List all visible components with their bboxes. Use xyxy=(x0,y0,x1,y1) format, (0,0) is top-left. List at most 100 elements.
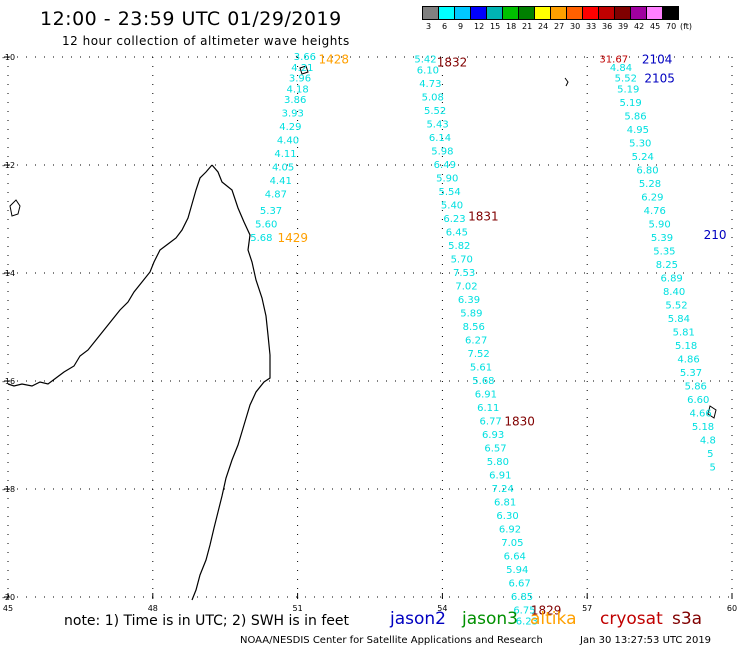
grid-dot xyxy=(441,390,443,391)
grid-dot xyxy=(586,489,588,490)
grid-dot xyxy=(441,489,443,490)
grid-dot xyxy=(297,516,299,517)
swh-label: 6.30 xyxy=(496,511,518,522)
grid-dot xyxy=(98,164,99,166)
grid-dot xyxy=(441,138,443,139)
grid-dot xyxy=(297,309,299,310)
grid-dot xyxy=(647,596,648,598)
grid-dot xyxy=(297,156,299,157)
grid-dot xyxy=(17,164,18,166)
swh-label: 5.19 xyxy=(617,84,639,95)
grid-dot xyxy=(586,579,588,580)
grid-dot xyxy=(377,380,378,382)
grid-dot xyxy=(134,380,135,382)
grid-dot xyxy=(665,272,666,274)
grid-dot xyxy=(584,164,585,166)
grid-dot xyxy=(287,488,288,490)
grid-dot xyxy=(188,272,189,274)
grid-dot xyxy=(242,272,243,274)
grid-dot xyxy=(731,192,733,193)
grid-dot xyxy=(647,380,648,382)
swh-label: 6.80 xyxy=(636,165,658,176)
grid-dot xyxy=(134,56,135,58)
grid-dot xyxy=(656,380,657,382)
grid-dot xyxy=(586,219,588,220)
grid-dot xyxy=(7,111,9,112)
grid-dot xyxy=(539,164,540,166)
swh-label: 5.90 xyxy=(436,174,458,185)
grid-dot xyxy=(297,381,299,382)
grid-dot xyxy=(620,488,621,490)
swh-label: 4.11 xyxy=(274,149,296,160)
swh-label: 5.43 xyxy=(426,120,448,131)
grid-dot xyxy=(125,56,126,58)
grid-dot xyxy=(441,246,443,247)
grid-dot xyxy=(152,561,154,562)
grid-dot xyxy=(413,272,414,274)
grid-dot xyxy=(7,570,9,571)
lon-tick-label: 60 xyxy=(727,604,737,613)
grid-dot xyxy=(441,516,443,517)
grid-dot xyxy=(152,318,154,319)
swh-label: 6.11 xyxy=(477,403,499,414)
grid-dot xyxy=(260,272,261,274)
grid-dot xyxy=(449,380,450,382)
grid-dot xyxy=(683,596,684,598)
grid-dot xyxy=(386,596,387,598)
grid-dot xyxy=(152,408,154,409)
swh-label: 5.94 xyxy=(506,565,528,576)
grid-dot xyxy=(731,93,733,94)
grid-dot xyxy=(7,210,9,211)
grid-dot xyxy=(586,327,588,328)
grid-dot xyxy=(586,183,588,184)
grid-dot xyxy=(701,488,702,490)
grid-dot xyxy=(719,596,720,598)
grid-dot xyxy=(731,246,733,247)
grid-dot xyxy=(17,56,18,58)
grid-dot xyxy=(7,75,9,76)
grid-dot xyxy=(44,56,45,58)
grid-dot xyxy=(731,489,733,490)
grid-dot xyxy=(297,138,299,139)
grid-dot xyxy=(441,408,443,409)
grid-dot xyxy=(71,272,72,274)
grid-dot xyxy=(731,291,733,292)
swh-label: 6.27 xyxy=(465,336,487,347)
grid-dot xyxy=(7,93,9,94)
grid-dot xyxy=(586,129,588,130)
grid-dot xyxy=(512,164,513,166)
grid-dot xyxy=(7,102,9,103)
grid-dot xyxy=(485,164,486,166)
grid-dot xyxy=(647,488,648,490)
grid-dot xyxy=(170,596,171,598)
swh-label: 6.60 xyxy=(687,395,709,406)
grid-dot xyxy=(557,380,558,382)
grid-dot xyxy=(441,156,443,157)
grid-dot xyxy=(731,165,733,166)
grid-dot xyxy=(260,596,261,598)
grid-dot xyxy=(251,488,252,490)
grid-dot xyxy=(297,579,299,580)
grid-dot xyxy=(441,237,443,238)
grid-dot xyxy=(26,596,27,598)
grid-dot xyxy=(692,380,693,382)
pass-time-label: 1829 xyxy=(531,604,562,618)
grid-dot xyxy=(152,588,154,589)
grid-dot xyxy=(242,596,243,598)
pass-time-label: 1429 xyxy=(277,231,308,245)
grid-dot xyxy=(53,56,54,58)
grid-dot xyxy=(503,56,504,58)
grid-dot xyxy=(251,56,252,58)
scale-label: 33 xyxy=(586,22,597,31)
grid-dot xyxy=(441,273,443,274)
grid-dot xyxy=(719,56,720,58)
grid-dot xyxy=(441,507,443,508)
grid-dot xyxy=(441,471,443,472)
grid-dot xyxy=(629,164,630,166)
grid-dot xyxy=(89,164,90,166)
grid-dot xyxy=(674,488,675,490)
grid-dot xyxy=(297,183,299,184)
grid-dot xyxy=(80,272,81,274)
grid-dot xyxy=(332,164,333,166)
grid-dot xyxy=(297,372,299,373)
